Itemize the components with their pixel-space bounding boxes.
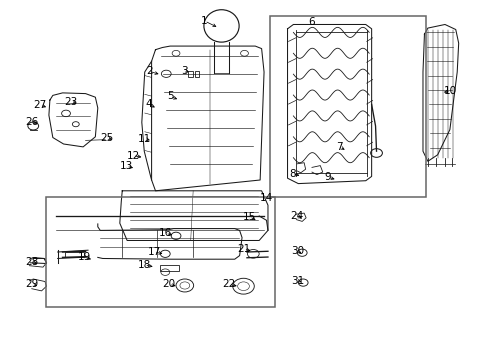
Text: 17: 17 [147,247,161,257]
Text: 15: 15 [242,212,256,222]
Text: 2: 2 [145,66,152,76]
Bar [64,252,84,257]
Text: 6: 6 [308,17,315,27]
Text: 5: 5 [166,91,173,102]
Text: 9: 9 [324,172,330,182]
Text: 14: 14 [259,193,273,203]
Bar [188,71,192,77]
Text: 23: 23 [64,96,78,107]
Text: 28: 28 [25,257,39,267]
Bar [194,71,199,77]
Text: 7: 7 [336,142,343,152]
Text: 1: 1 [201,16,207,26]
Text: 24: 24 [290,211,304,221]
Text: 25: 25 [100,132,113,143]
Text: 21: 21 [236,244,250,254]
Bar [269,16,426,197]
Bar [160,265,179,271]
Text: 19: 19 [77,252,91,262]
Text: 4: 4 [145,99,152,109]
Text: 31: 31 [290,276,304,286]
Text: 18: 18 [137,260,151,270]
Text: 20: 20 [162,279,175,289]
Text: 30: 30 [290,246,303,256]
Text: 10: 10 [444,86,456,96]
Text: 13: 13 [119,161,133,171]
Text: 12: 12 [126,150,140,161]
Text: 16: 16 [158,228,172,238]
Bar [46,197,274,307]
Text: 8: 8 [288,168,295,179]
Text: 27: 27 [33,100,47,110]
Text: 29: 29 [25,279,39,289]
Text: 22: 22 [222,279,235,289]
Text: 3: 3 [181,66,188,76]
Text: 11: 11 [138,134,151,144]
Text: 26: 26 [25,117,39,127]
